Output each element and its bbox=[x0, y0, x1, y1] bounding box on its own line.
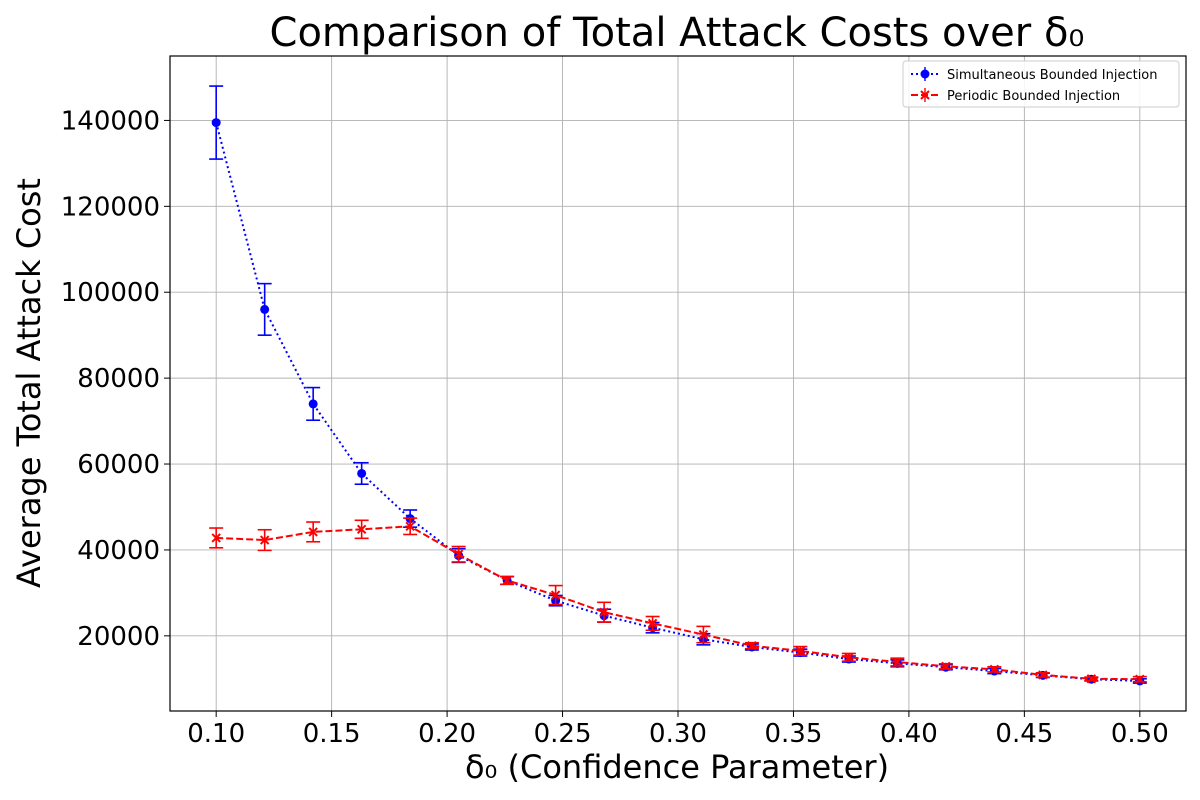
data-point-stroke bbox=[259, 535, 270, 545]
y-tick-label: 20000 bbox=[77, 622, 160, 652]
data-point-stroke bbox=[1135, 674, 1145, 684]
data-point bbox=[941, 661, 951, 672]
x-tick-label: 0.10 bbox=[187, 719, 245, 749]
data-point-stroke bbox=[892, 657, 903, 667]
data-point bbox=[920, 90, 930, 100]
legend-box bbox=[902, 60, 1180, 108]
data-point bbox=[453, 549, 464, 559]
data-point bbox=[1086, 674, 1097, 684]
data-point bbox=[599, 607, 609, 617]
data-point-stroke bbox=[844, 652, 854, 663]
data-point-stroke bbox=[647, 618, 658, 629]
x-tick-label: 0.50 bbox=[1111, 719, 1169, 749]
data-point bbox=[405, 521, 415, 532]
x-tick-label: 0.20 bbox=[418, 719, 476, 749]
y-tick-label: 140000 bbox=[61, 106, 160, 136]
data-point-stroke bbox=[1086, 674, 1097, 684]
grid-lines bbox=[170, 56, 1186, 711]
data-point-stroke bbox=[795, 646, 806, 656]
data-point bbox=[647, 618, 658, 629]
data-point bbox=[550, 590, 561, 600]
data-point bbox=[989, 664, 1000, 675]
data-point bbox=[1135, 674, 1145, 684]
data-point-stroke bbox=[211, 533, 221, 543]
y-tick-label: 80000 bbox=[77, 364, 160, 394]
x-tick-label: 0.15 bbox=[303, 719, 361, 749]
x-tick-label: 0.30 bbox=[649, 719, 707, 749]
x-axis: 0.10 0.15 0.20 0.25 0.30 0.35 0.40 0.45 0.50 bbox=[187, 711, 1169, 749]
series-layer bbox=[209, 85, 1147, 686]
legend-item: Simultaneous Bounded Injection bbox=[911, 67, 1158, 83]
data-point-stroke bbox=[1038, 670, 1048, 680]
data-point bbox=[211, 533, 221, 543]
data-point bbox=[356, 524, 367, 535]
data-point bbox=[1038, 670, 1048, 680]
data-point-stroke bbox=[453, 549, 464, 559]
data-point bbox=[892, 657, 903, 667]
data-point-stroke bbox=[989, 664, 1000, 675]
data-point-stroke bbox=[308, 527, 318, 537]
data-point bbox=[795, 646, 806, 656]
series-line bbox=[215, 122, 1140, 682]
y-axis-label: Average Total Attack Cost bbox=[10, 178, 48, 588]
data-point-stroke bbox=[356, 524, 367, 535]
series-x bbox=[209, 517, 1147, 684]
data-point bbox=[259, 535, 270, 545]
data-point-stroke bbox=[405, 521, 415, 532]
x-axis-label: δ₀ (Confidence Parameter) bbox=[465, 748, 889, 786]
data-point bbox=[844, 652, 854, 663]
x-tick-label: 0.40 bbox=[880, 719, 938, 749]
y-tick-label: 40000 bbox=[77, 536, 160, 566]
x-tick-label: 0.35 bbox=[765, 719, 823, 749]
data-point bbox=[308, 527, 318, 537]
data-point-stroke bbox=[599, 607, 609, 617]
y-tick-label: 100000 bbox=[61, 278, 160, 308]
legend: Simultaneous Bounded Injection Periodic B… bbox=[902, 60, 1180, 108]
chart-title: Comparison of Total Attack Costs over δ₀ bbox=[270, 10, 1085, 56]
legend-label: Periodic Bounded Injection bbox=[947, 89, 1120, 104]
y-tick-label: 60000 bbox=[77, 450, 160, 480]
legend-item: Periodic Bounded Injection bbox=[911, 88, 1120, 104]
data-point bbox=[260, 304, 270, 314]
data-point bbox=[308, 399, 318, 409]
data-point-stroke bbox=[941, 661, 951, 672]
series-line bbox=[216, 525, 1140, 681]
data-point bbox=[211, 118, 221, 128]
y-axis: 20000 40000 60000 80000 100000 120000 140000 bbox=[61, 106, 170, 652]
x-tick-label: 0.25 bbox=[534, 719, 592, 749]
data-point bbox=[357, 468, 367, 478]
data-point bbox=[747, 641, 757, 651]
data-point bbox=[920, 69, 930, 79]
data-point-stroke bbox=[698, 629, 709, 640]
data-point-stroke bbox=[747, 641, 757, 651]
data-point-stroke bbox=[920, 90, 930, 100]
x-tick-label: 0.45 bbox=[995, 719, 1053, 749]
data-point bbox=[698, 629, 709, 640]
data-point-stroke bbox=[550, 590, 561, 600]
legend-label: Simultaneous Bounded Injection bbox=[947, 68, 1158, 83]
data-point-stroke bbox=[502, 575, 512, 586]
y-tick-label: 120000 bbox=[61, 192, 160, 222]
data-point bbox=[502, 575, 512, 586]
